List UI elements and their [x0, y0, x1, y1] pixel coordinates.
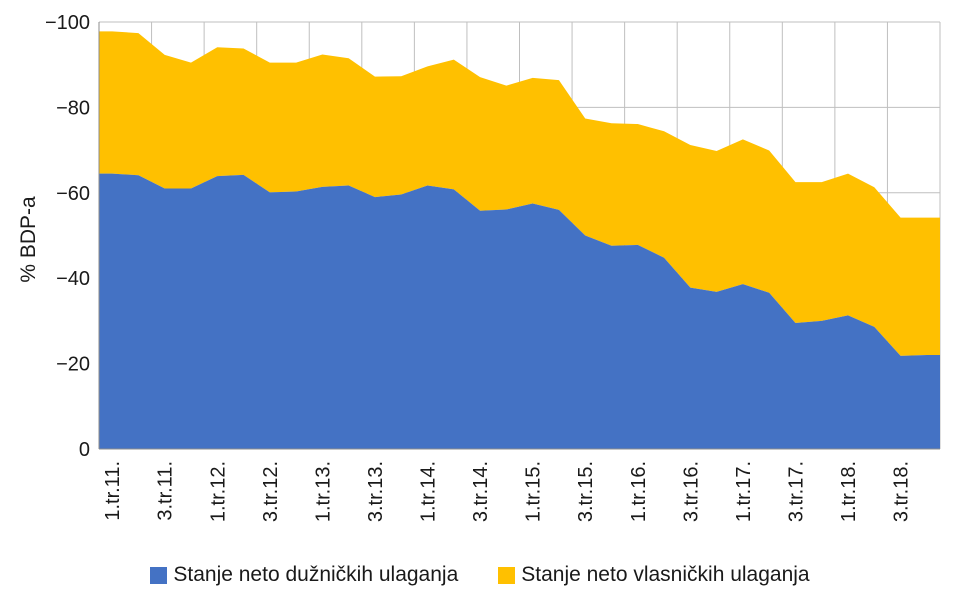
area-equity: [99, 31, 940, 356]
area-debt: [99, 173, 940, 449]
legend: Stanje neto dužničkih ulaganja Stanje ne…: [0, 558, 960, 592]
y-tick-label: −40: [56, 268, 90, 290]
x-tick-label: 3.tr.12.: [260, 461, 282, 522]
x-tick-label: 3.tr.15.: [575, 461, 597, 522]
y-tick-label: −20: [56, 354, 90, 376]
x-tick-label: 3.tr.13.: [365, 461, 387, 522]
x-tick-label: 3.tr.14.: [470, 461, 492, 522]
x-tick-labels: 1.tr.11. 3.tr.11. 1.tr.12. 3.tr.12. 1.tr.13.…: [102, 461, 912, 522]
y-tick-label: 0: [79, 439, 90, 461]
y-tick-label: −80: [56, 97, 90, 119]
y-tick-label: −60: [56, 183, 90, 205]
legend-swatch-equity: [498, 566, 516, 584]
x-tick-label: 3.tr.17.: [785, 461, 807, 522]
x-tick-label: 1.tr.12.: [207, 461, 229, 522]
x-tick-label: 1.tr.11.: [102, 461, 124, 521]
x-tick-label: 1.tr.16.: [628, 461, 650, 522]
x-tick-label: 3.tr.18.: [891, 461, 913, 522]
x-tick-label: 3.tr.11.: [155, 461, 177, 521]
legend-item-debt: Stanje neto dužničkih ulaganja: [150, 563, 458, 587]
legend-label-debt: Stanje neto dužničkih ulaganja: [173, 563, 459, 586]
x-tick-label: 1.tr.15.: [523, 461, 545, 522]
y-tick-labels: 0 −20 −40 −60 −80 −100: [45, 12, 90, 461]
legend-swatch-debt: [150, 566, 168, 584]
x-tick-label: 1.tr.13.: [312, 461, 334, 522]
legend-label-equity: Stanje neto vlasničkih ulaganja: [521, 563, 810, 586]
y-axis-title: % BDP-a: [17, 196, 40, 283]
x-tick-label: 1.tr.14.: [418, 461, 440, 522]
chart-areas: [99, 31, 940, 449]
x-tick-label: 1.tr.18.: [838, 461, 860, 522]
x-tick-label: 1.tr.17.: [733, 461, 755, 522]
axes: [98, 22, 940, 450]
y-tick-label: −100: [45, 12, 90, 34]
legend-item-equity: Stanje neto vlasničkih ulaganja: [498, 563, 810, 587]
x-tick-label: 3.tr.16.: [680, 461, 702, 522]
